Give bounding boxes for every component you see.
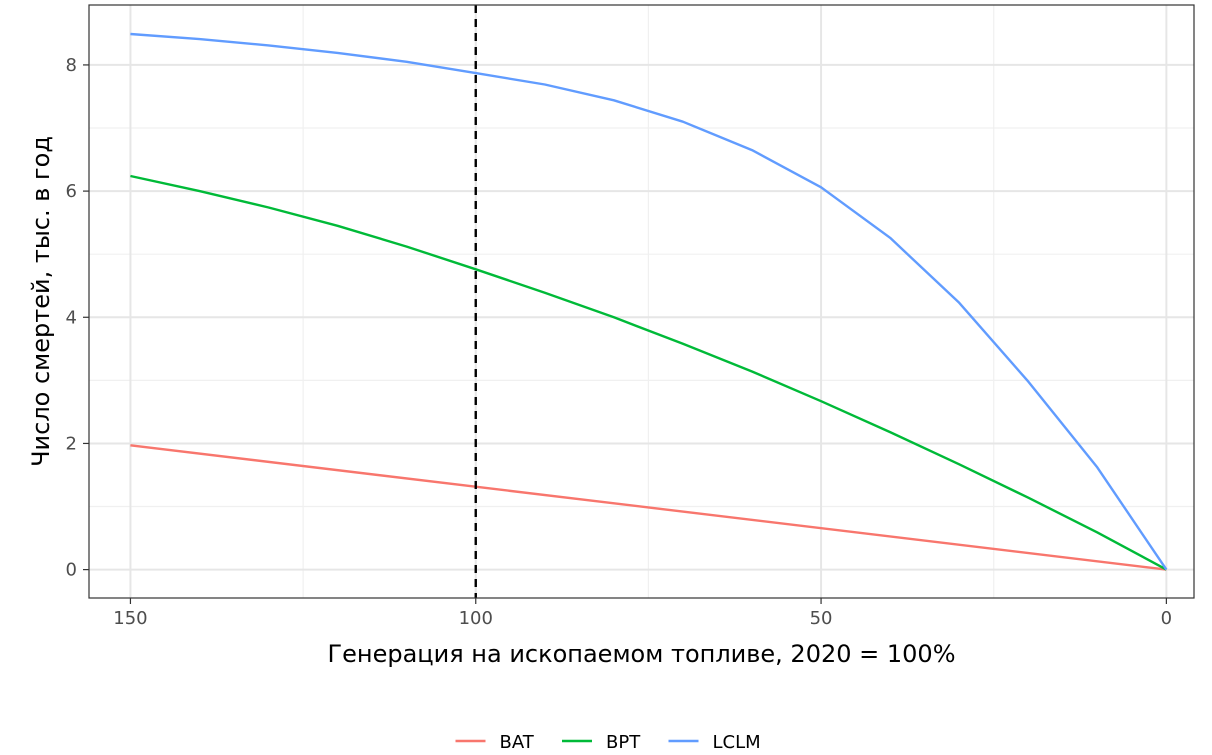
x-tick-label: 0 [1161, 608, 1172, 629]
plot-panel-border [88, 4, 1195, 599]
x-tick-label: 100 [459, 608, 493, 629]
x-tick-label: 150 [113, 608, 147, 629]
legend-label-bat: BAT [500, 732, 535, 751]
y-tick-label: 4 [66, 307, 77, 328]
axes: 150 100 50 0 0 2 4 6 8 [66, 55, 1173, 629]
y-axis-title: Число смертей, тыс. в год [27, 136, 55, 467]
x-axis-title: Генерация на ископаемом топливе, 2020 = … [327, 640, 955, 668]
grid [89, 5, 1194, 598]
legend-label-bpt: BPT [606, 732, 641, 751]
y-tick-label: 8 [66, 55, 77, 76]
y-tick-label: 6 [66, 181, 77, 202]
x-tick-label: 50 [810, 608, 833, 629]
y-tick-label: 2 [66, 433, 77, 454]
series-lines [130, 32, 1168, 571]
series-line-bat [130, 444, 1167, 571]
y-tick-label: 0 [66, 560, 77, 581]
legend: BAT BPT LCLM [455, 732, 761, 753]
series-line-lclm [130, 32, 1168, 571]
series-line-bpt [130, 174, 1167, 571]
legend-label-lclm: LCLM [713, 732, 761, 751]
